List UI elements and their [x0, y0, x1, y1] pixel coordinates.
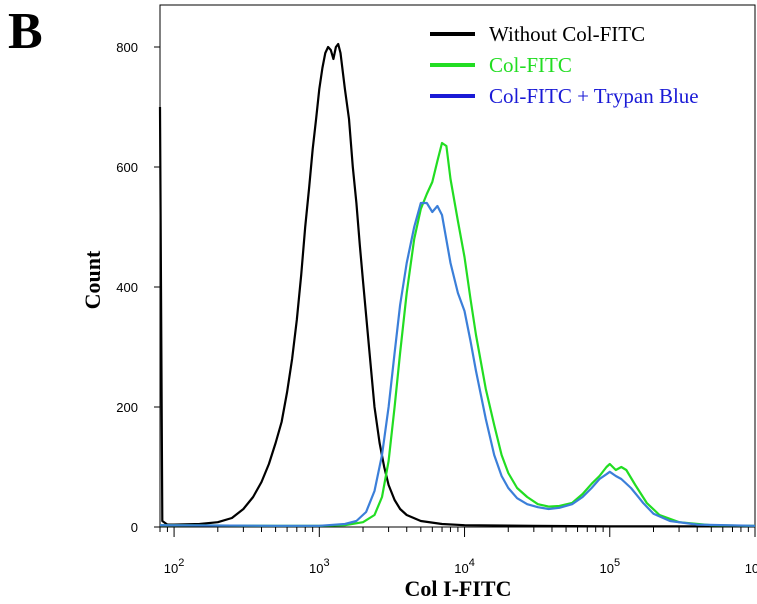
legend-label-2: Col-FITC + Trypan Blue — [489, 84, 699, 108]
x-tick-label: 105 — [599, 557, 620, 576]
x-tick-label: 104 — [454, 557, 475, 576]
x-tick-label: 106 — [745, 557, 757, 576]
series-line-1 — [159, 141, 756, 527]
y-tick-label: 600 — [116, 160, 138, 175]
y-tick-label: 800 — [116, 40, 138, 55]
ticks: 0 200 400 600 800 102 103 104 105 106 — [116, 40, 757, 576]
legend: Without Col-FITC Col-FITC Col-FITC + Trypa… — [430, 22, 699, 108]
x-tick-label: 102 — [164, 557, 185, 576]
legend-label-0: Without Col-FITC — [489, 22, 645, 46]
data-lines — [158, 42, 756, 528]
y-tick-label: 400 — [116, 280, 138, 295]
x-axis-title: Col I-FITC — [405, 576, 512, 601]
y-tick-label: 200 — [116, 400, 138, 415]
legend-label-1: Col-FITC — [489, 53, 572, 77]
y-tick-label: 0 — [131, 520, 138, 535]
series-line-2 — [159, 201, 756, 527]
x-tick-label: 103 — [309, 557, 330, 576]
series-line-0 — [158, 42, 755, 528]
y-axis-title: Count — [80, 250, 105, 309]
panel-label: B — [8, 3, 43, 60]
